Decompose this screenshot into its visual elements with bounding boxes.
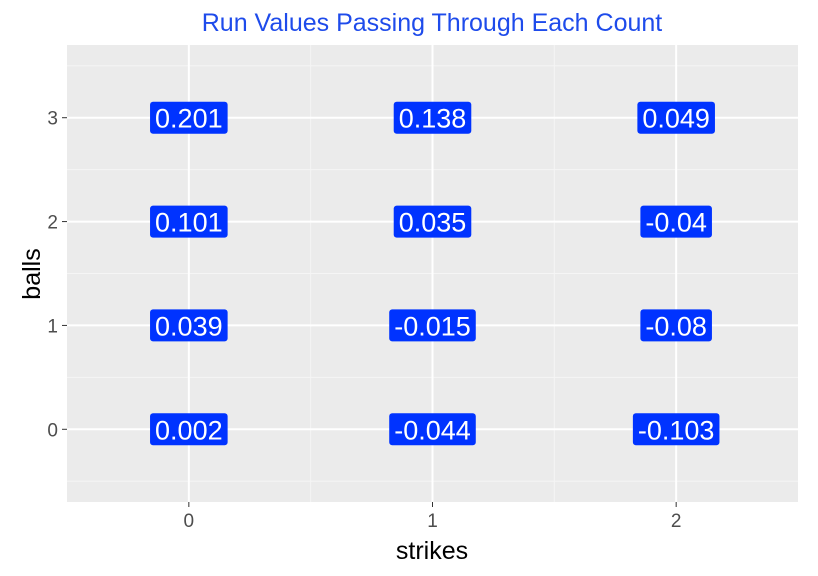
- value-label-box: [150, 101, 228, 134]
- x-tick-label: 2: [671, 511, 682, 532]
- value-label-box: [640, 309, 712, 342]
- value-label: -0.103: [632, 413, 720, 446]
- x-tick-label: 1: [427, 511, 438, 532]
- y-tick-label: 3: [47, 109, 58, 130]
- x-axis: 0 1 2: [184, 502, 682, 532]
- value-label-box: [150, 309, 228, 342]
- value-label: -0.08: [640, 309, 712, 342]
- value-label-text: -0.04: [645, 208, 707, 238]
- y-tick-label: 2: [47, 213, 58, 234]
- value-label-box: [150, 205, 228, 238]
- x-tick-label: 0: [184, 511, 195, 532]
- value-label-box: [637, 101, 715, 134]
- value-labels: 0.201 0.138 0.049 0.101 0.035 -0.04 0.039 -0.01…: [150, 101, 720, 446]
- value-label: 0.049: [637, 101, 715, 134]
- value-label-text: 0.201: [155, 104, 223, 134]
- value-label-box: [393, 205, 472, 238]
- y-tick-label: 0: [47, 420, 58, 441]
- value-label-box: [640, 205, 712, 238]
- value-label: 0.002: [150, 413, 228, 446]
- value-label-text: 0.049: [642, 104, 710, 134]
- y-tick-label: 1: [47, 316, 58, 337]
- value-label-text: 0.138: [399, 104, 467, 134]
- value-label: 0.138: [393, 101, 472, 134]
- y-axis: 0 1 2 3: [47, 109, 67, 441]
- y-axis-title: balls: [18, 248, 46, 299]
- chart-title: Run Values Passing Through Each Count: [202, 9, 663, 37]
- value-label-text: -0.103: [638, 415, 715, 445]
- value-label-text: 0.039: [155, 311, 223, 341]
- value-label: -0.044: [389, 413, 476, 446]
- value-label-box: [632, 413, 720, 446]
- value-label-box: [393, 101, 472, 134]
- value-label: 0.039: [150, 309, 228, 342]
- value-label-text: -0.015: [394, 311, 471, 341]
- value-label: -0.04: [640, 205, 712, 238]
- value-label-text: 0.101: [155, 208, 223, 238]
- value-label-text: 0.002: [155, 415, 223, 445]
- value-label-text: 0.035: [399, 208, 467, 238]
- value-label: -0.015: [389, 309, 476, 342]
- x-axis-title: strikes: [396, 537, 468, 565]
- value-label-text: -0.08: [645, 311, 707, 341]
- value-label-box: [389, 413, 476, 446]
- value-label-text: -0.044: [394, 415, 471, 445]
- value-label-box: [150, 413, 228, 446]
- value-label: 0.201: [150, 101, 228, 134]
- value-label-box: [389, 309, 476, 342]
- value-label: 0.101: [150, 205, 228, 238]
- value-label: 0.035: [393, 205, 472, 238]
